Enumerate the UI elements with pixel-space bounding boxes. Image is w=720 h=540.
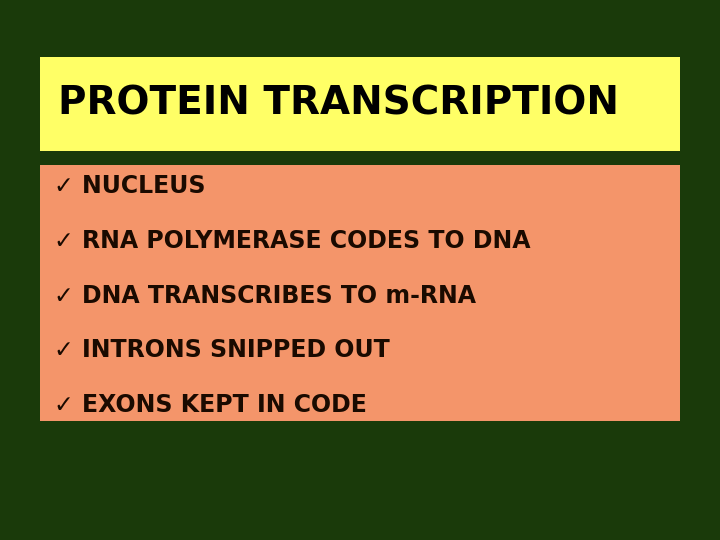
- Bar: [40, 165, 680, 421]
- Text: ✓ NUCLEUS: ✓ NUCLEUS: [54, 174, 205, 198]
- Text: ✓ DNA TRANSCRIBES TO m-RNA: ✓ DNA TRANSCRIBES TO m-RNA: [54, 284, 476, 308]
- Text: ✓ RNA POLYMERASE CODES TO DNA: ✓ RNA POLYMERASE CODES TO DNA: [54, 229, 531, 253]
- Bar: [40, 57, 680, 151]
- Text: PROTEIN TRANSCRIPTION: PROTEIN TRANSCRIPTION: [58, 85, 618, 123]
- Text: ✓ EXONS KEPT IN CODE: ✓ EXONS KEPT IN CODE: [54, 393, 367, 417]
- Text: ✓ INTRONS SNIPPED OUT: ✓ INTRONS SNIPPED OUT: [54, 339, 390, 362]
